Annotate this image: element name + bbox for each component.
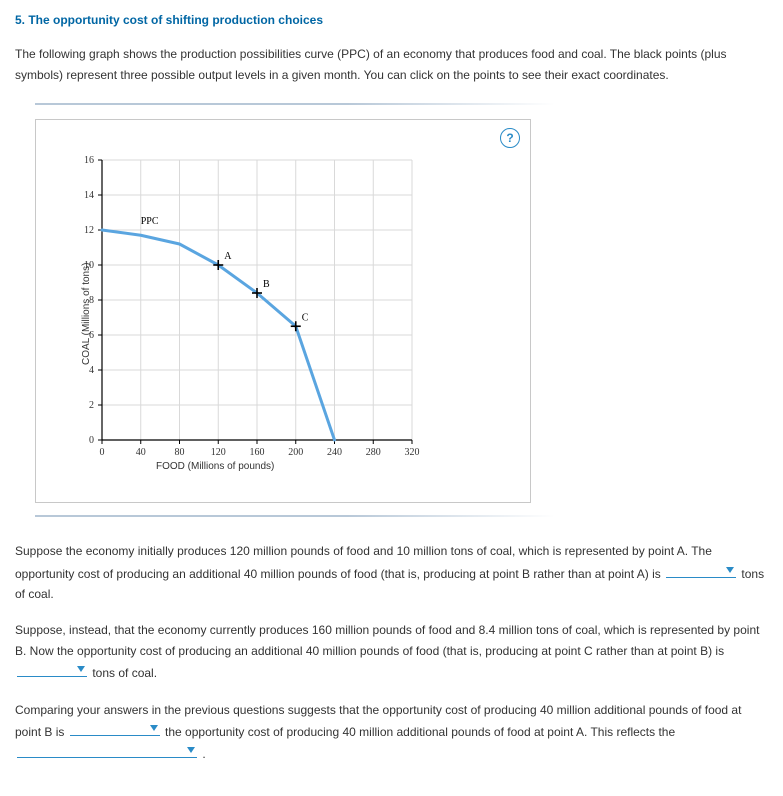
- chart-point-c[interactable]: [288, 318, 304, 334]
- svg-text:0: 0: [100, 447, 105, 458]
- q2-text: Suppose, instead, that the economy curre…: [15, 623, 759, 657]
- y-axis-label: COAL (Millions of tons): [78, 263, 95, 365]
- x-axis-label: FOOD (Millions of pounds): [156, 458, 274, 475]
- svg-text:B: B: [263, 279, 270, 290]
- svg-text:120: 120: [211, 447, 226, 458]
- svg-text:10: 10: [84, 260, 94, 271]
- svg-text:320: 320: [405, 447, 420, 458]
- q1-dropdown[interactable]: [666, 562, 736, 578]
- questions-body: Suppose the economy initially produces 1…: [15, 541, 768, 765]
- svg-text:2: 2: [89, 400, 94, 411]
- svg-text:8: 8: [89, 295, 94, 306]
- svg-text:160: 160: [250, 447, 265, 458]
- question-1: Suppose the economy initially produces 1…: [15, 541, 768, 604]
- svg-text:12: 12: [84, 225, 94, 236]
- q3-dropdown-1[interactable]: [70, 720, 160, 736]
- q2-dropdown[interactable]: [17, 661, 87, 677]
- q3-suffix: .: [199, 747, 206, 761]
- question-title: 5. The opportunity cost of shifting prod…: [15, 10, 768, 30]
- question-2: Suppose, instead, that the economy curre…: [15, 620, 768, 683]
- svg-text:0: 0: [89, 435, 94, 446]
- svg-text:6: 6: [89, 330, 94, 341]
- svg-text:200: 200: [288, 447, 303, 458]
- q3-dropdown-2[interactable]: [17, 742, 197, 758]
- divider-top: [35, 103, 555, 105]
- q2-suffix: tons of coal.: [89, 666, 157, 680]
- chart-panel: ? COAL (Millions of tons) FOOD (Millions…: [35, 119, 531, 503]
- svg-text:A: A: [224, 251, 232, 262]
- svg-text:C: C: [302, 312, 309, 323]
- question-3: Comparing your answers in the previous q…: [15, 700, 768, 765]
- svg-text:16: 16: [84, 155, 94, 166]
- plot-area: 040801201602002402803200246810121416PPCA…: [102, 160, 412, 440]
- svg-text:4: 4: [89, 365, 94, 376]
- chart-point-a[interactable]: [210, 257, 226, 273]
- intro-text: The following graph shows the production…: [15, 44, 768, 85]
- svg-text:40: 40: [136, 447, 146, 458]
- svg-text:80: 80: [175, 447, 185, 458]
- chart-point-b[interactable]: [249, 285, 265, 301]
- q1-text: Suppose the economy initially produces 1…: [15, 544, 712, 580]
- divider-bottom: [35, 515, 555, 517]
- help-button[interactable]: ?: [500, 128, 520, 148]
- q3-mid: the opportunity cost of producing 40 mil…: [162, 725, 675, 739]
- svg-text:280: 280: [366, 447, 381, 458]
- svg-text:PPC: PPC: [141, 216, 159, 227]
- svg-text:14: 14: [84, 190, 94, 201]
- svg-text:240: 240: [327, 447, 342, 458]
